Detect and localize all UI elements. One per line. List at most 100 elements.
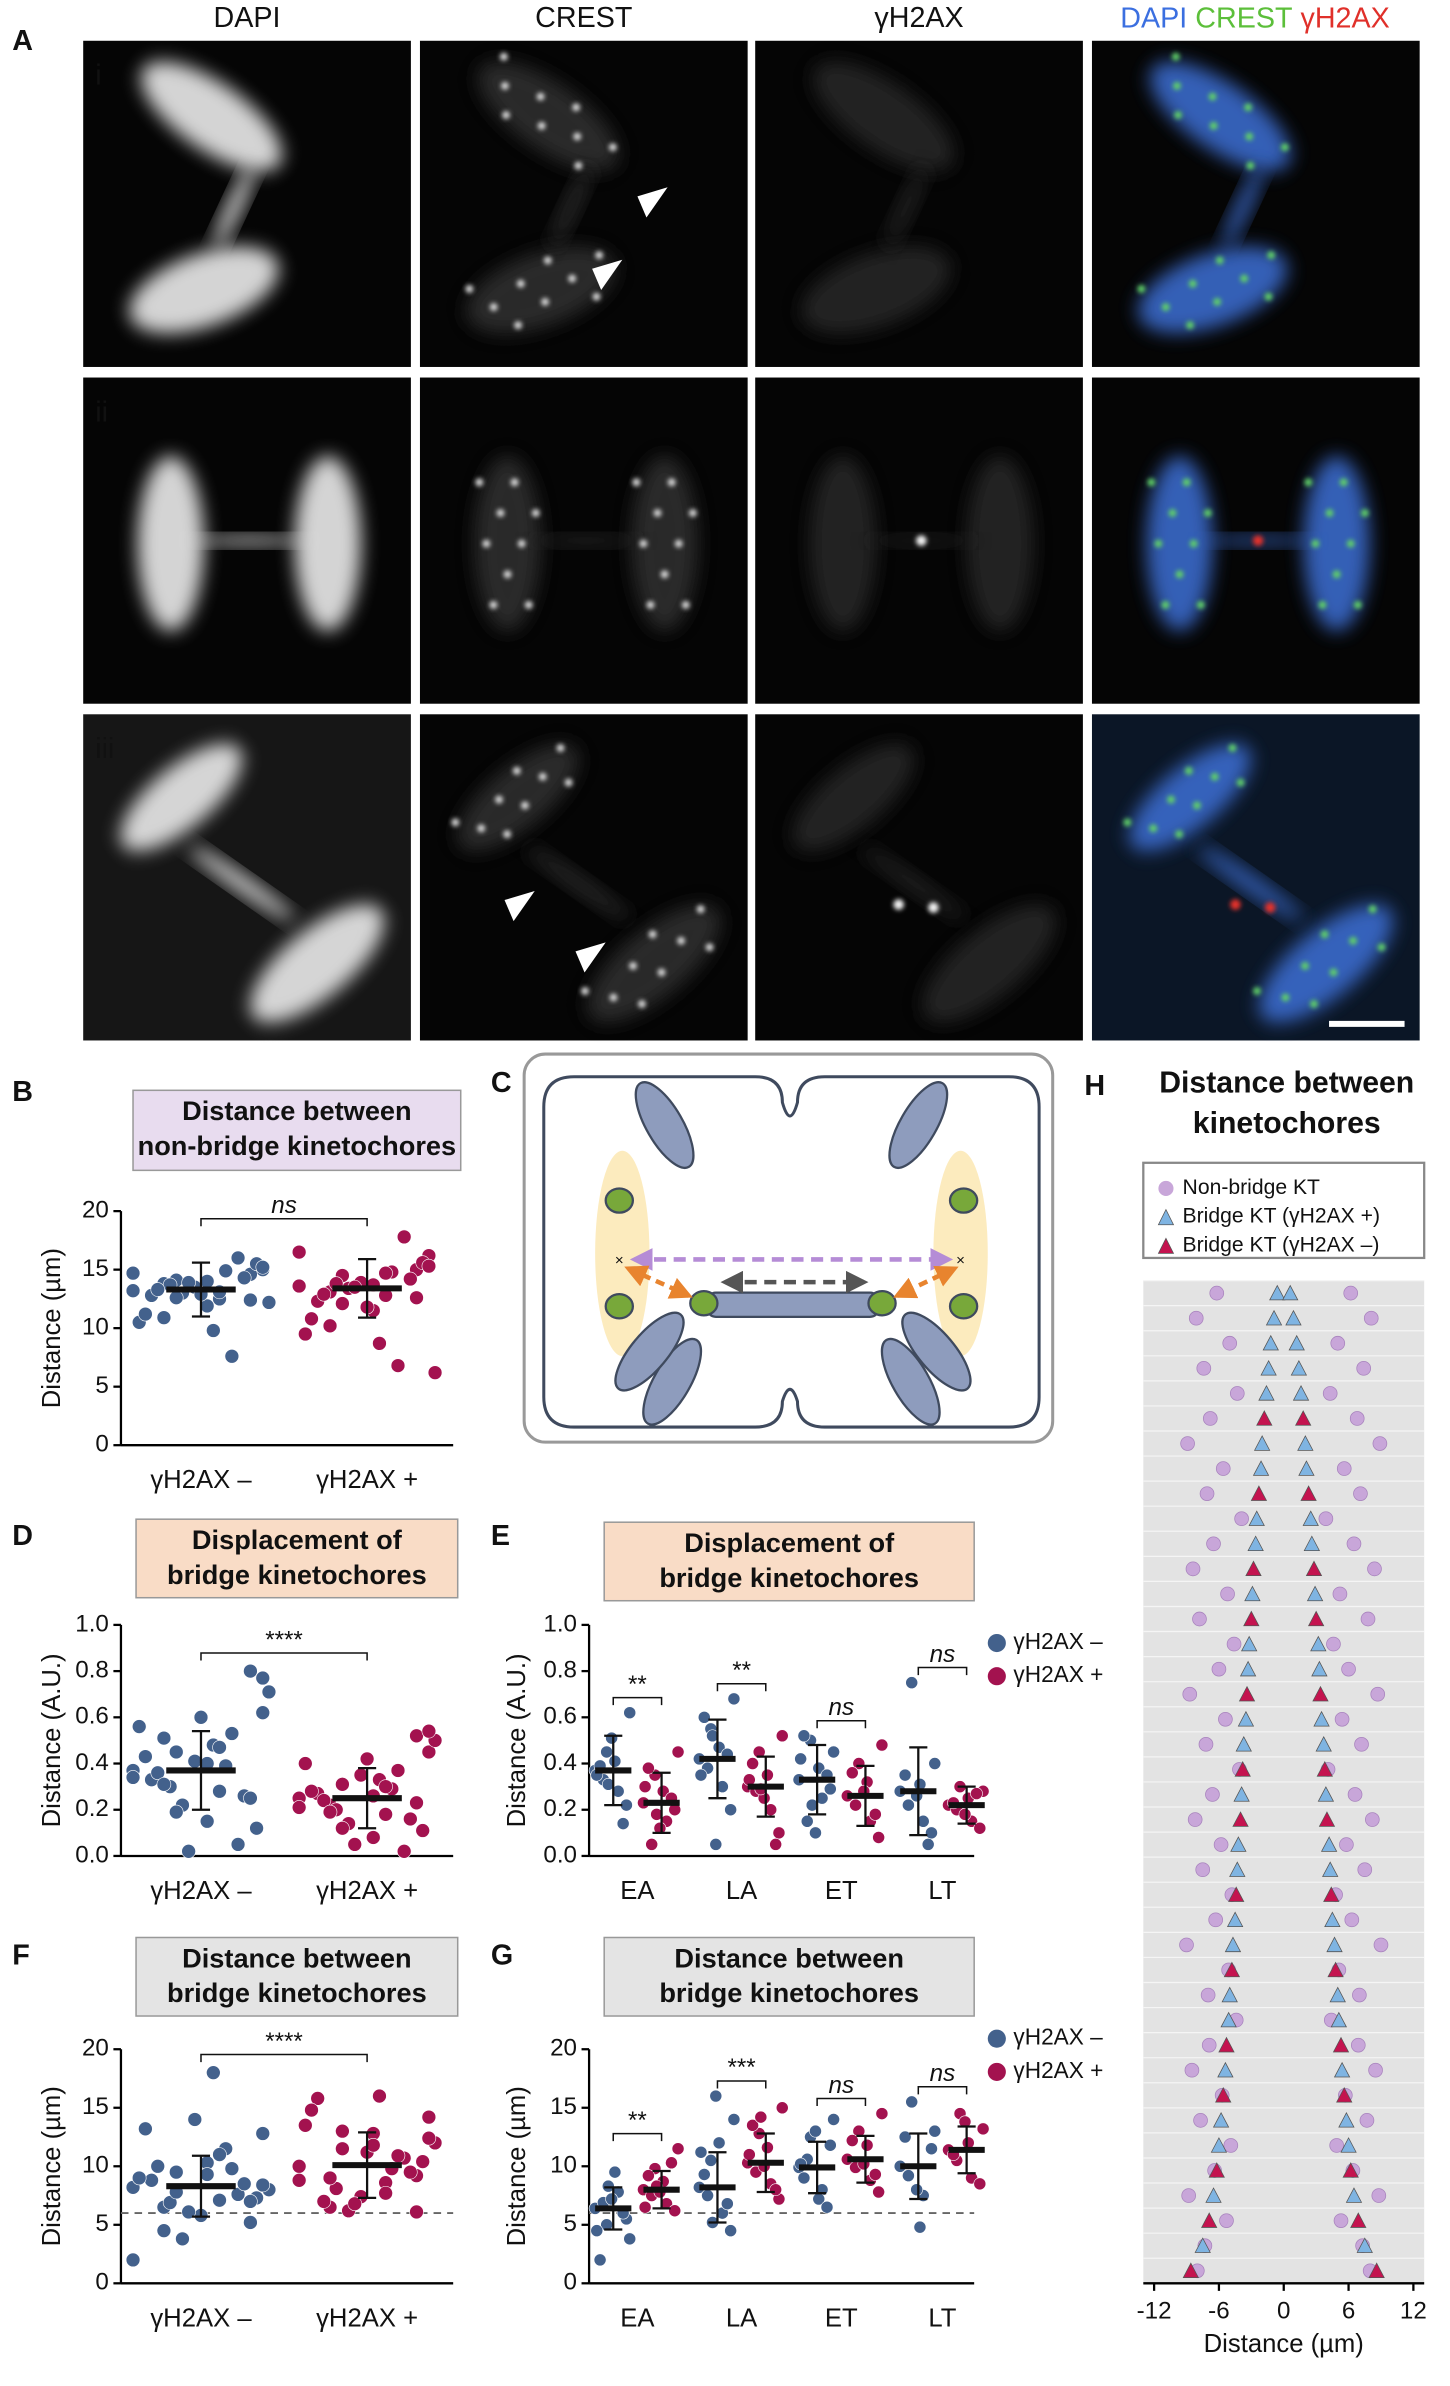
data-point xyxy=(642,2169,655,2182)
data-point xyxy=(1346,1536,1362,1552)
x-tick-label: 12 xyxy=(1400,2297,1427,2324)
data-point xyxy=(601,2179,615,2193)
kinetochore-dot xyxy=(520,801,529,810)
data-point xyxy=(1344,1912,1360,1928)
data-point xyxy=(724,1803,737,1817)
data-point xyxy=(1212,2112,1230,2128)
data-point xyxy=(742,2148,756,2161)
data-point xyxy=(1339,1837,1354,1852)
data-point xyxy=(709,2089,723,2103)
data-point xyxy=(1333,2061,1351,2078)
kinetochore-dot xyxy=(531,509,540,517)
data-point xyxy=(291,1244,307,1260)
data-point xyxy=(1179,1937,1194,1953)
panel-letter: E xyxy=(491,1520,510,1552)
kinetochore-dot xyxy=(1137,285,1146,293)
kinetochore-dot xyxy=(660,570,669,579)
kinetochore-dot xyxy=(1301,961,1309,970)
data-point xyxy=(727,1692,741,1706)
data-point xyxy=(175,2231,190,2247)
data-point xyxy=(218,1263,233,1279)
data-point xyxy=(812,1761,826,1775)
chromatin xyxy=(812,61,955,172)
data-point xyxy=(902,1798,915,1812)
data-point xyxy=(642,1761,655,1775)
significance-bracket xyxy=(917,1666,968,1676)
data-point xyxy=(1256,1410,1273,1426)
data-point xyxy=(1234,1761,1251,1777)
data-point xyxy=(224,2161,240,2176)
kinetochore-dot xyxy=(1281,993,1290,1002)
y-tick-label: 10 xyxy=(82,2152,109,2179)
kinetochore-dot xyxy=(1311,539,1320,548)
data-point xyxy=(1215,2086,1232,2103)
kinetochore-dot xyxy=(1244,103,1253,112)
arrowhead xyxy=(504,890,535,922)
data-point xyxy=(1285,1309,1302,1326)
panel-letter: H xyxy=(1084,1070,1105,1102)
data-point xyxy=(144,2173,159,2188)
data-point xyxy=(403,1811,418,1827)
data-point xyxy=(1239,1660,1257,1677)
data-point xyxy=(608,1754,622,1768)
data-point xyxy=(304,2102,319,2118)
panel-letter: G xyxy=(491,1940,513,1972)
kinetochore-dot xyxy=(516,279,525,288)
legend-marker xyxy=(1158,1180,1174,1197)
kinetochore-dot xyxy=(512,766,521,775)
kinetochore-dot xyxy=(503,830,512,839)
data-point xyxy=(769,2183,783,2197)
data-point xyxy=(131,1719,147,1734)
x-tick-label: 6 xyxy=(1342,2297,1355,2324)
data-point xyxy=(616,1817,630,1830)
y-tick-label: 0.2 xyxy=(75,1795,109,1822)
data-point xyxy=(409,1795,424,1811)
kinetochore-dot xyxy=(1186,321,1195,330)
data-point xyxy=(150,1765,165,1781)
data-point xyxy=(1219,2213,1234,2228)
data-point xyxy=(1359,2113,1375,2128)
kinetochore-dot xyxy=(1161,601,1170,609)
kinetochore-dot xyxy=(1154,539,1163,548)
data-point xyxy=(1345,2187,1363,2203)
y-tick-label: 5 xyxy=(564,2210,577,2237)
data-point xyxy=(1241,1635,1258,1652)
chromatin xyxy=(528,536,644,546)
data-point xyxy=(304,1311,319,1327)
y-tick-label: 5 xyxy=(95,2210,108,2237)
micrograph xyxy=(419,377,748,704)
legend-marker xyxy=(1157,1208,1175,1226)
data-point xyxy=(1310,1635,1327,1652)
y-tick-label: 0.2 xyxy=(543,1795,577,1822)
y-tick-label: 20 xyxy=(82,1196,109,1223)
data-point xyxy=(421,2109,437,2125)
data-point xyxy=(181,1844,196,1859)
legend-label: Non-bridge KT xyxy=(1183,1176,1320,1199)
data-point xyxy=(390,2148,406,2163)
data-point xyxy=(593,2253,607,2267)
y-tick-label: 0.4 xyxy=(543,1749,577,1776)
chromatin xyxy=(465,246,616,334)
data-point xyxy=(769,1838,783,1851)
micrograph-bg xyxy=(419,714,748,1041)
data-point xyxy=(1223,2138,1239,2153)
chromatin xyxy=(120,743,243,852)
data-point xyxy=(1218,2036,1235,2053)
data-point xyxy=(125,2252,141,2268)
panel-letter: C xyxy=(491,1067,512,1099)
data-point xyxy=(1330,2011,1348,2028)
data-point xyxy=(1180,1436,1195,1451)
y-tick-label: 1.0 xyxy=(75,1610,109,1637)
data-point xyxy=(1229,1861,1246,1877)
data-point xyxy=(1262,1334,1279,1351)
center-mark: × xyxy=(615,1252,624,1269)
y-tick-label: 10 xyxy=(550,2152,577,2179)
data-point xyxy=(925,2142,938,2156)
kinetochore-dot xyxy=(696,905,705,914)
data-point xyxy=(797,1729,811,1743)
kinetochore-dot xyxy=(564,778,573,787)
significance-bracket xyxy=(716,1682,767,1692)
data-point xyxy=(1353,1486,1368,1501)
data-point xyxy=(600,1745,614,1759)
